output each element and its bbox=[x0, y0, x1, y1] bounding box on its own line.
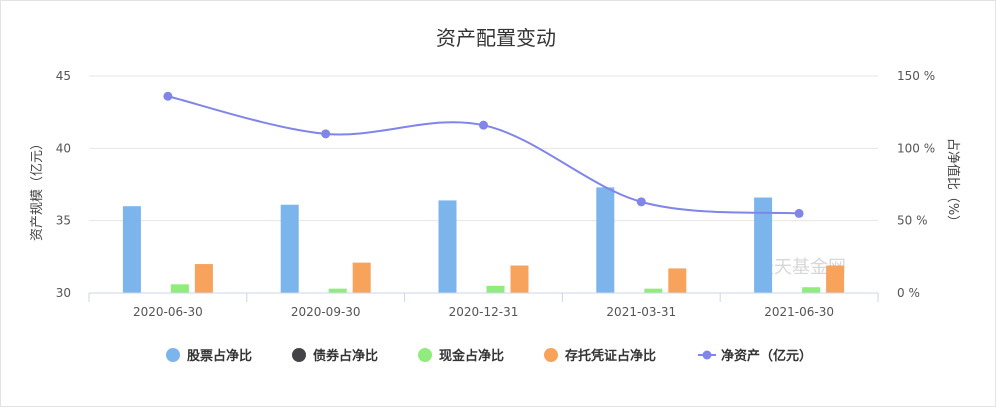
bar bbox=[170, 284, 189, 293]
bar bbox=[802, 287, 821, 293]
y-axis-left: 30 35 40 45 bbox=[56, 69, 71, 300]
y-right-tick-label: 100 % bbox=[897, 141, 935, 155]
net-asset-line bbox=[163, 91, 804, 218]
legend-label: 净资产（亿元） bbox=[721, 348, 812, 364]
x-axis: 2020-06-30 2020-09-30 2020-12-31 2021-03-31… bbox=[88, 292, 879, 319]
bar bbox=[352, 262, 371, 293]
bar bbox=[122, 206, 141, 293]
bar bbox=[486, 285, 505, 293]
legend-label: 股票占净比 bbox=[187, 348, 252, 364]
bar bbox=[280, 204, 299, 293]
bar bbox=[644, 288, 663, 293]
line-point bbox=[479, 120, 488, 130]
bar bbox=[328, 288, 347, 293]
y-right-title: 占净值比（%） bbox=[945, 138, 961, 228]
line-point bbox=[163, 91, 173, 101]
y-right-tick-label: 50 % bbox=[897, 214, 928, 228]
legend-marker bbox=[166, 348, 180, 362]
y-left-tick-label: 35 bbox=[56, 214, 71, 228]
legend-label: 存托凭证占净比 bbox=[565, 348, 656, 364]
chart-title: 资产配置变动 bbox=[436, 26, 556, 50]
x-tick-label: 2020-09-30 bbox=[291, 305, 361, 319]
legend-marker bbox=[544, 348, 558, 362]
x-tick-label: 2021-06-30 bbox=[764, 305, 834, 319]
bar bbox=[510, 265, 529, 293]
line-point bbox=[794, 208, 804, 218]
x-tick-label: 2020-12-31 bbox=[449, 305, 519, 319]
legend: 股票占净比 债券占净比 现金占净比 存托凭证占净比 净资产（亿元） bbox=[166, 348, 812, 364]
bars bbox=[122, 187, 845, 293]
gridlines bbox=[89, 75, 878, 222]
x-tick-label: 2021-03-31 bbox=[606, 305, 676, 319]
bar bbox=[438, 200, 457, 293]
watermark: 天天基金网 bbox=[756, 257, 846, 278]
credit-text: 头条 @财富大侦探007 bbox=[792, 372, 986, 394]
line-path bbox=[167, 95, 800, 215]
y-axis-right: 0 % 50 % 100 % 150 % bbox=[897, 69, 935, 300]
legend-label: 债券占净比 bbox=[313, 348, 378, 364]
bar bbox=[754, 197, 773, 293]
legend-marker bbox=[292, 348, 306, 362]
line-point bbox=[636, 197, 646, 207]
y-left-tick-label: 40 bbox=[56, 141, 71, 155]
x-tick-label: 2020-06-30 bbox=[133, 305, 203, 319]
y-right-tick-label: 0 % bbox=[897, 286, 920, 300]
y-right-tick-label: 150 % bbox=[897, 69, 935, 83]
y-left-tick-label: 45 bbox=[56, 69, 71, 83]
legend-label: 现金占净比 bbox=[439, 348, 504, 364]
legend-marker bbox=[702, 350, 712, 360]
y-left-title: 资产规模（亿元） bbox=[30, 137, 45, 241]
bar bbox=[194, 264, 213, 293]
bar bbox=[826, 265, 845, 293]
legend-marker bbox=[418, 348, 432, 362]
y-left-tick-label: 30 bbox=[56, 286, 71, 300]
line-point bbox=[321, 129, 331, 139]
bar bbox=[596, 187, 615, 293]
bar bbox=[668, 268, 687, 293]
